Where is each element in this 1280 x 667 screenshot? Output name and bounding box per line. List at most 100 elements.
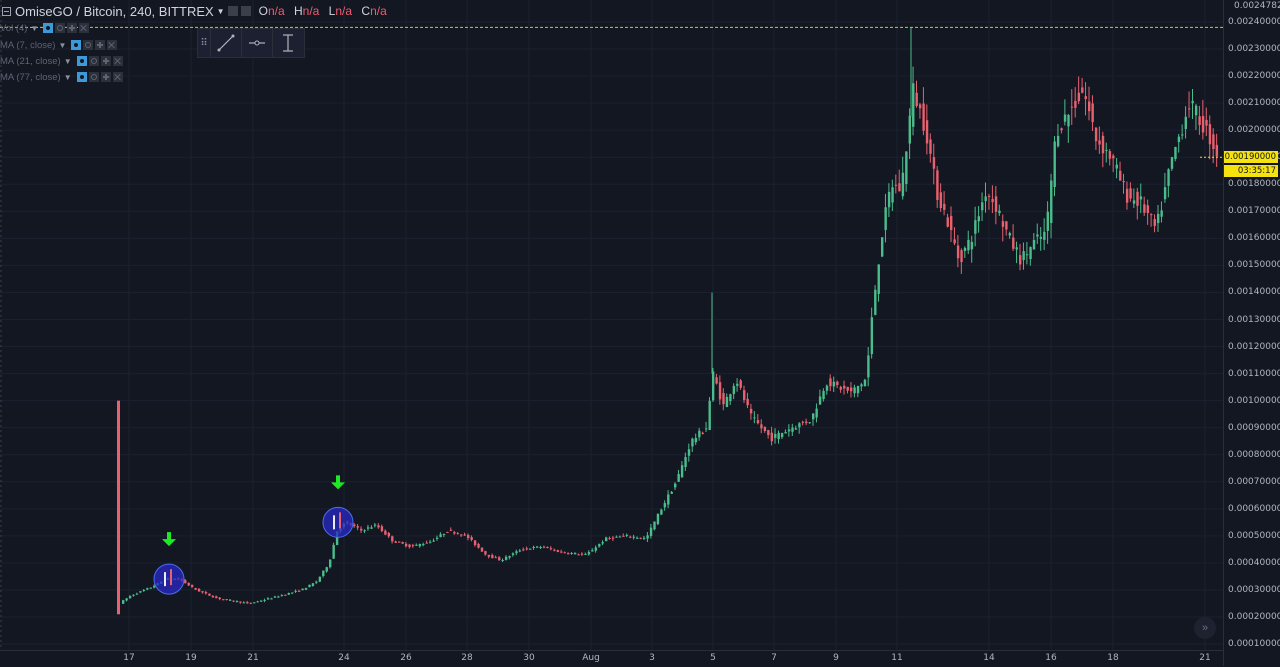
y-tick-label: 0.00180000 [1228,179,1280,190]
eye-icon[interactable] [43,23,54,33]
symbol-title[interactable]: OmiseGO / Bitcoin, 240, BITTREX [15,3,214,19]
candle [1108,151,1112,159]
y-tick-label: 0.00080000 [1228,449,1280,460]
candle [567,553,570,555]
scroll-to-realtime-button[interactable]: » [1194,617,1216,639]
candle [391,536,394,542]
candle [191,584,194,587]
candle [363,530,366,532]
settings-icon[interactable] [240,6,251,16]
candle [260,600,263,602]
plus-icon[interactable] [100,56,111,66]
horizontal-line-tool[interactable] [241,29,272,57]
chevron-down-icon[interactable]: ▼ [63,56,72,66]
candle [370,527,373,529]
indicator-label: MA (77, close) [0,71,61,83]
y-tick-label: 0.00040000 [1228,557,1280,568]
candle [636,537,639,539]
candle [329,559,332,568]
candle [680,465,684,478]
time-axis[interactable]: 17 19 21 24 26 28 30 Aug 3 5 7 9 11 14 16 18 21 [0,650,1223,667]
close-key: C [361,4,371,18]
candle [736,383,739,386]
candle [456,533,460,535]
plus-icon[interactable] [95,40,106,50]
close-icon[interactable] [112,56,123,66]
plus-icon[interactable] [67,23,78,33]
candle [732,386,736,395]
candle [453,532,456,534]
candle [739,380,742,388]
candle [487,554,491,557]
gear-icon[interactable] [88,56,99,66]
candle [605,537,608,542]
collapse-icon[interactable] [2,6,11,16]
candle [228,599,232,601]
eye-icon[interactable] [76,72,87,82]
y-tick-label: 0.00030000 [1228,584,1280,595]
candle [318,576,322,582]
candle [1181,134,1184,136]
candle [187,582,190,586]
x-tick-label: 16 [1045,653,1057,663]
chevron-down-icon[interactable]: ▼ [216,6,225,16]
candle [1215,144,1219,157]
x-tick-label: 26 [400,653,412,663]
close-icon[interactable] [112,72,123,82]
close-icon[interactable] [107,40,118,50]
candle [1212,134,1215,150]
chart-plot-area[interactable] [0,0,1223,650]
indicator-label: Vol (4) [0,22,28,34]
chevron-down-icon[interactable]: ▼ [63,72,72,82]
highlight-circle-marker [153,563,185,595]
gear-icon[interactable] [88,72,99,82]
candle [322,570,325,576]
candle [404,543,408,547]
chevron-down-icon[interactable]: ▼ [58,40,67,50]
gear-icon[interactable] [55,23,66,33]
candle [518,550,522,552]
candlestick-chart[interactable] [0,0,1223,650]
candle [429,541,432,543]
plus-icon[interactable] [100,72,111,82]
gear-icon[interactable] [83,40,94,50]
trend-line-tool[interactable] [210,29,241,57]
close-icon[interactable] [79,23,90,33]
candle [1015,247,1018,250]
candle [808,422,811,424]
open-value: n/a [267,4,285,18]
candle [1170,157,1174,169]
candle [463,534,466,536]
candle [1008,233,1012,236]
candle [218,597,221,600]
candle [1101,135,1105,154]
candle [435,537,439,539]
candle [425,542,428,544]
candle [587,552,591,555]
eye-icon[interactable] [227,6,238,16]
candle [491,555,494,558]
candle [201,591,204,593]
candle [573,552,577,555]
candle [708,400,711,431]
candle [294,590,297,592]
eye-icon[interactable] [76,56,87,66]
eye-icon[interactable] [71,40,82,50]
indicator-row-ma77[interactable]: MA (77, close) ▼ [0,70,123,84]
y-tick-label: 0.00160000 [1228,233,1280,244]
candle [139,591,142,593]
drag-handle-icon[interactable]: ⠿ [200,37,208,49]
y-tick-label: 0.00050000 [1228,530,1280,541]
indicator-row-ma21[interactable]: MA (21, close) ▼ [0,54,123,68]
candle [280,595,284,597]
candle [1191,100,1194,104]
candle [1012,237,1015,249]
chevron-down-icon[interactable]: ▼ [30,23,39,33]
indicator-row-volume[interactable]: Vol (4) ▼ [0,21,90,35]
candle [960,250,963,263]
vertical-line-tool[interactable] [272,29,303,57]
candle [622,535,625,537]
low-value: n/a [335,4,353,18]
price-axis[interactable]: 0.00247825 0.00240000 0.00230000 0.0022000… [1223,0,1280,666]
indicator-row-ma7[interactable]: MA (7, close) ▼ [0,38,118,52]
